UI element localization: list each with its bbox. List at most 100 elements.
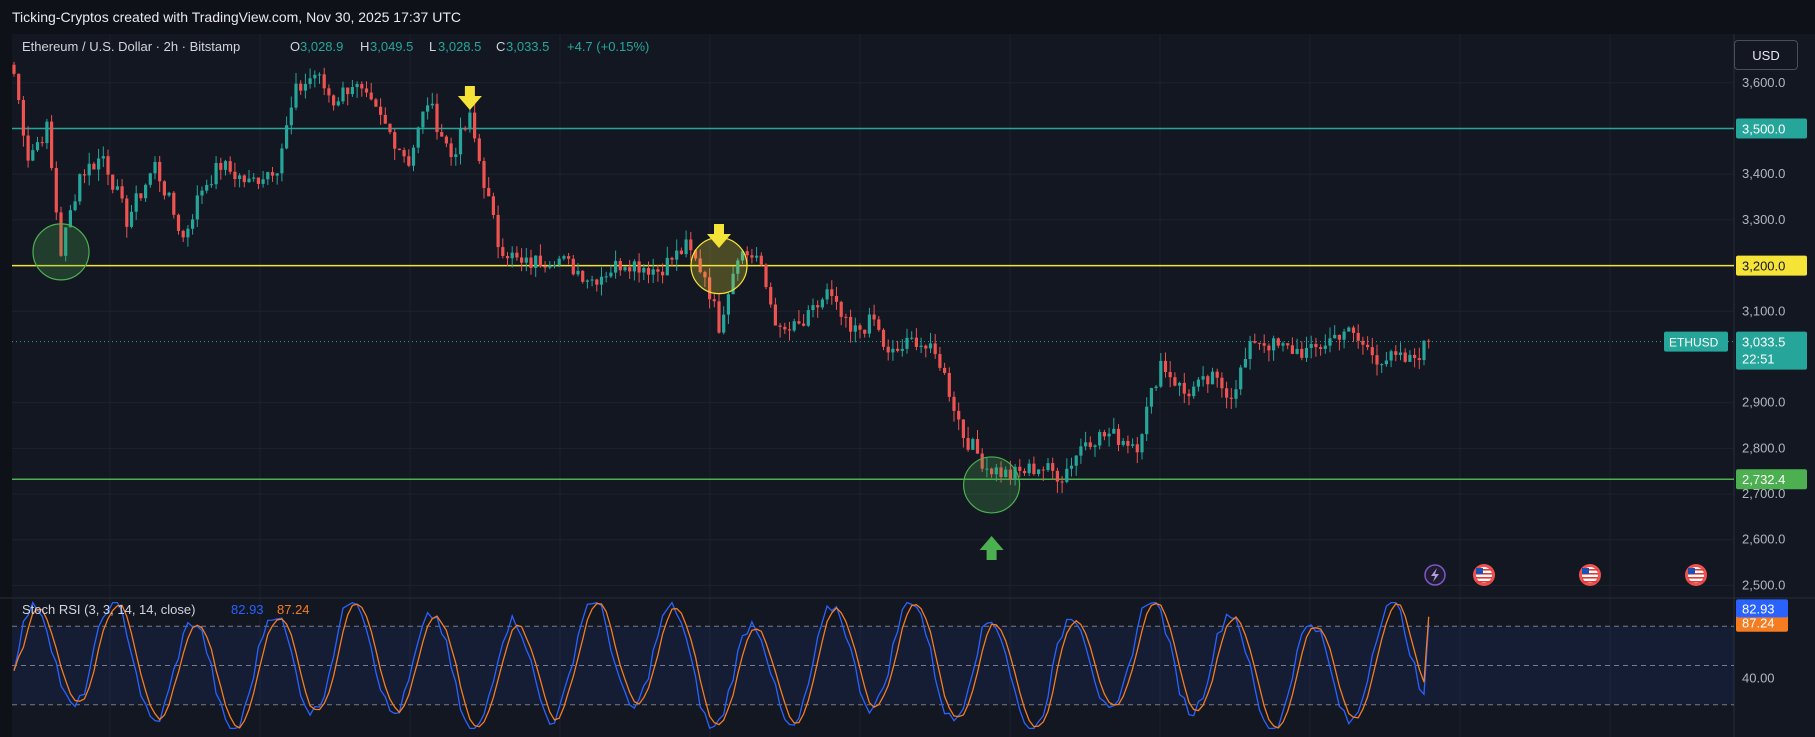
horizontal-levels[interactable]: 3,500.0 3,200.0 2,732.4 ETHUSD 3,033.5 22:51 (12, 118, 1807, 490)
candle-body (1304, 347, 1309, 358)
flag-stripe (1582, 577, 1598, 579)
candle-body (886, 346, 890, 353)
candle-body (1084, 442, 1088, 447)
candle-body (1366, 344, 1370, 348)
candle-body (1088, 442, 1092, 447)
candle-body (463, 128, 467, 130)
candle-body (294, 83, 298, 108)
candle-body (421, 111, 425, 128)
level-label-bg (1736, 469, 1807, 490)
currency-button[interactable]: USD (1734, 40, 1798, 70)
highlight-circle (962, 456, 1021, 514)
annotations-layer (32, 86, 1021, 560)
candle-body (806, 310, 810, 326)
candle-body (454, 154, 458, 158)
candle-body (1220, 377, 1224, 389)
candle-body (1135, 444, 1139, 453)
candle-body (994, 467, 998, 475)
flag-stripe (1688, 581, 1704, 583)
candle-body (256, 177, 260, 184)
candle-body (618, 260, 622, 271)
candle-body (740, 251, 745, 261)
price-tick-label: 2,500.0 (1742, 577, 1785, 592)
candle-body (966, 438, 970, 450)
candle-body (40, 142, 44, 144)
highlight-circle (690, 237, 748, 295)
candle-body (614, 260, 618, 273)
candle-body (482, 161, 486, 188)
event-markers[interactable] (1424, 564, 1707, 586)
candle-body (191, 219, 195, 229)
candle-body (646, 268, 651, 275)
candle-body (97, 158, 101, 170)
candle-body (726, 294, 730, 315)
candle-body (247, 178, 251, 183)
flag-canton (1476, 568, 1483, 574)
candle-body (581, 270, 585, 282)
candle-body (759, 255, 763, 265)
ohlc-change: +4.7 (+0.15%) (567, 39, 649, 54)
us-flag-icon[interactable] (1685, 564, 1707, 586)
price-axis[interactable]: 3,600.0 3,400.0 3,300.0 3,100.0 2,900.0 2,800… (1742, 75, 1785, 593)
candle-body (1032, 463, 1036, 475)
lightning-icon-glyph (1431, 568, 1439, 582)
candle-body (327, 88, 331, 96)
candle-body (172, 192, 176, 215)
candle-body (595, 279, 599, 285)
candle-body (1229, 397, 1233, 399)
candle-body (797, 321, 801, 324)
stoch-k-line (13, 601, 1430, 730)
candle-body (1215, 371, 1219, 378)
chart-pane[interactable] (12, 34, 1734, 737)
arrow-up-icon (979, 536, 1004, 560)
us-flag-icon[interactable] (1579, 564, 1601, 586)
candle-body (1055, 470, 1059, 482)
candle-body (346, 87, 350, 95)
candle-body (1206, 376, 1210, 385)
flag-canton (1582, 568, 1589, 574)
candle-body (1168, 371, 1172, 378)
candle-body (900, 348, 904, 351)
stoch-band-fill (12, 626, 1734, 705)
us-flag-icon[interactable] (1473, 564, 1495, 586)
candle-body (933, 343, 937, 355)
candle-body (562, 256, 566, 259)
current-price-label: 3,033.5 (1742, 335, 1785, 350)
candle-body (628, 267, 632, 272)
price-tick-label: 2,800.0 (1742, 440, 1785, 455)
flag-stripe (1582, 569, 1598, 571)
candle-body (1178, 382, 1182, 386)
candle-body (750, 255, 754, 258)
candle-body (548, 265, 552, 268)
candle-body (745, 251, 749, 256)
candle-body (458, 128, 463, 155)
current-price-label-bg (1736, 331, 1807, 370)
candle-body (1060, 481, 1064, 483)
candle-body (21, 100, 25, 136)
candle-body (590, 279, 594, 281)
candle-body (1286, 343, 1290, 346)
candle-body (1276, 338, 1280, 346)
candle-body (609, 272, 613, 277)
price-tick-label: 3,400.0 (1742, 166, 1785, 181)
candle-body (844, 316, 848, 318)
candle-body (1145, 406, 1149, 435)
flag-stripe (1476, 581, 1492, 583)
flag-stripe (1476, 577, 1492, 579)
candle-body (181, 230, 185, 238)
candle-body (73, 201, 77, 211)
candle-body (787, 329, 792, 331)
candle-body (510, 252, 514, 259)
candle-body (350, 87, 354, 95)
candle-body (1333, 334, 1337, 339)
candle-body (393, 132, 397, 149)
candle-body (637, 261, 641, 273)
candle-body (317, 74, 322, 76)
candle-body (543, 266, 547, 268)
stoch-value-tag: 82.93 (1742, 601, 1775, 616)
candle-body (266, 172, 270, 180)
candle-body (975, 439, 980, 454)
candle-body (360, 84, 364, 89)
